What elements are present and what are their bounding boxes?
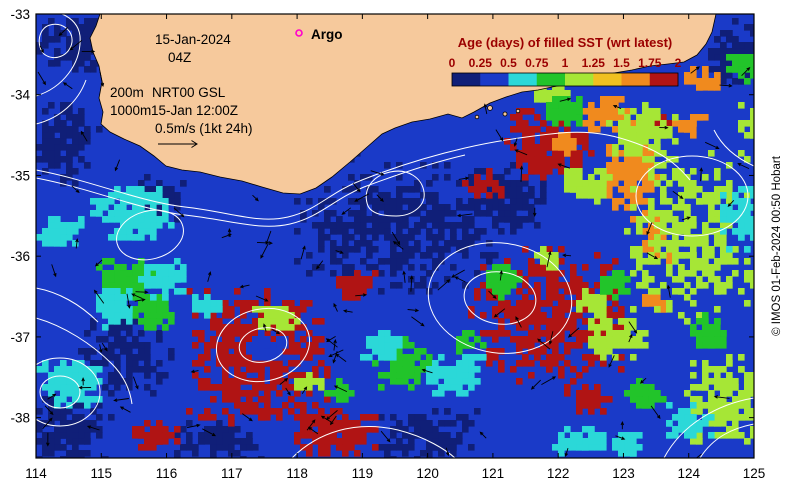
argo-legend-label: Argo <box>311 27 343 42</box>
axes-frame <box>35 13 755 459</box>
model-time-label: 15-Jan 12:00Z <box>151 103 238 118</box>
velocity-scale-label: 0.5m/s (1kt 24h) <box>155 121 253 136</box>
model-name-label: NRT00 GSL <box>152 85 226 100</box>
current-vector-arrows <box>37 27 751 458</box>
depth-1000m-label: 1000m <box>110 103 151 118</box>
depth-200m-label: 200m <box>110 85 144 100</box>
colorbar: 0 0.25 0.5 0.75 1 1.25 1.5 1.75 2 <box>449 56 682 87</box>
sea-level-contours <box>36 14 754 458</box>
land-mass <box>89 14 717 195</box>
copyright-text: © IMOS 01-Feb-2024 00:50 Hobart <box>771 155 783 336</box>
argo-marker-icon <box>295 29 303 37</box>
date-annotation-line2: 04Z <box>168 50 191 65</box>
colorbar-title: Age (days) of filled SST (wrt latest) <box>458 35 673 50</box>
axis-tick-labels: 114 115 116 117 118 119 120 121 122 123 124 125-33-… <box>10 7 765 481</box>
annotations-layer: 15-Jan-2024 04Z Argo 200m NRT00 GSL 1000… <box>110 27 783 336</box>
date-annotation-line1: 15-Jan-2024 <box>155 32 231 47</box>
velocity-scale-arrow-icon <box>158 140 198 148</box>
